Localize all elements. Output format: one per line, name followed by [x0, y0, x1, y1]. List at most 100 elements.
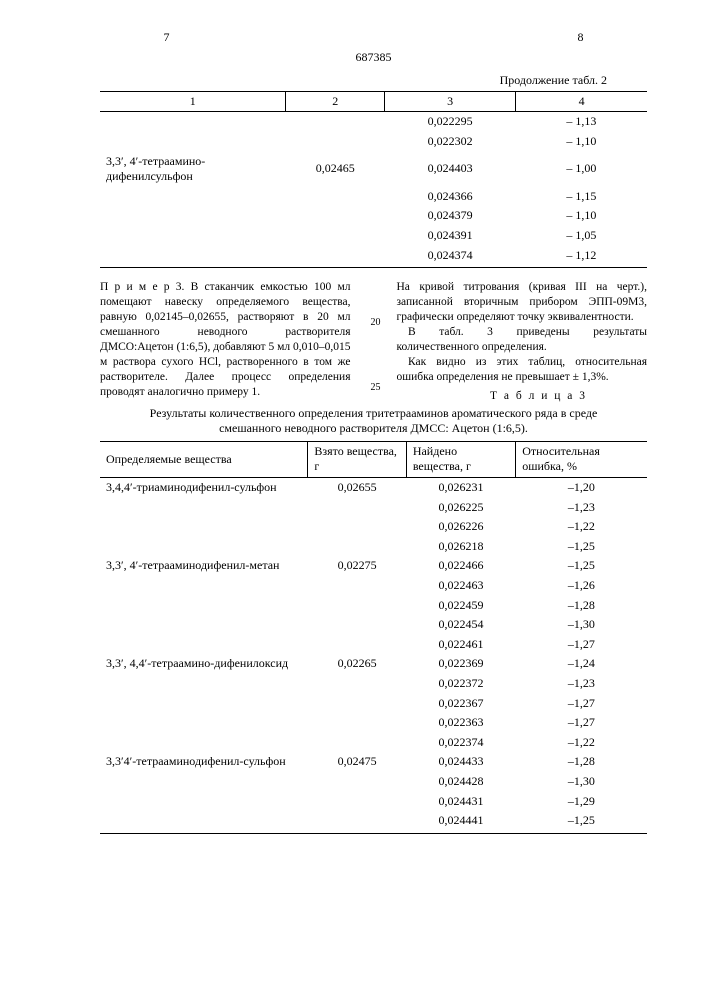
table-cell [100, 246, 286, 268]
table3-h3: Найдено вещества, г [406, 441, 515, 477]
table-cell: 0,024374 [384, 246, 515, 268]
table-row: 0,024428–1,30 [100, 772, 647, 792]
example-3-text: П р и м е р 3. В стаканчик емкостью 100 … [100, 281, 351, 398]
table-cell: 0,02275 [308, 556, 406, 576]
table-cell [308, 596, 406, 616]
line-25: 25 [371, 381, 377, 394]
table-cell [286, 206, 384, 226]
table-row: 0,022295– 1,13 [100, 112, 647, 132]
table-cell: –1,30 [516, 772, 647, 792]
table-cell: 0,022369 [406, 654, 515, 674]
table-row: 0,024441–1,25 [100, 811, 647, 833]
table-cell: 0,024391 [384, 226, 515, 246]
table-cell: 0,022461 [406, 635, 515, 655]
table2-h3: 3 [384, 91, 515, 112]
table-cell [100, 498, 308, 518]
table-row: 0,022459–1,28 [100, 596, 647, 616]
right-column: На кривой титрования (кривая III на черт… [397, 280, 648, 404]
table3-h1: Определяемые вещества [100, 441, 308, 477]
table-cell: 0,02465 [286, 152, 384, 187]
table-cell [100, 792, 308, 812]
table-cell [308, 772, 406, 792]
table-row: 3,3′4′-тетрааминодифенил-сульфон0,024750… [100, 752, 647, 772]
page-numbers: 7 8 [164, 30, 584, 46]
table-row: 0,026218–1,25 [100, 537, 647, 557]
table-cell [308, 713, 406, 733]
table-row: 0,024366– 1,15 [100, 187, 647, 207]
table-cell: – 1,15 [516, 187, 647, 207]
table-cell [100, 226, 286, 246]
table-cell: –1,25 [516, 537, 647, 557]
table-cell [308, 517, 406, 537]
table-cell: 0,022374 [406, 733, 515, 753]
table-cell: 0,022463 [406, 576, 515, 596]
table-cell: – 1,05 [516, 226, 647, 246]
right-p2: В табл. 3 приведены результаты количеств… [397, 326, 648, 353]
line-20: 20 [371, 316, 377, 329]
table-cell: 0,02655 [308, 478, 406, 498]
line-numbers: 20 25 [367, 280, 381, 404]
table3-header-row: Определяемые вещества Взято вещества, г … [100, 441, 647, 477]
table-cell [100, 713, 308, 733]
table-cell: – 1,12 [516, 246, 647, 268]
table-cell: 3,4,4′-триаминодифенил-сульфон [100, 478, 308, 498]
table-row: 0,026226–1,22 [100, 517, 647, 537]
table-cell: 0,02475 [308, 752, 406, 772]
table-row: 0,024379– 1,10 [100, 206, 647, 226]
table-cell: 0,024403 [384, 152, 515, 187]
table-cell [100, 811, 308, 833]
table-cell: –1,30 [516, 615, 647, 635]
table-cell: –1,26 [516, 576, 647, 596]
right-p3: Как видно из этих таблиц, относительная … [397, 356, 648, 383]
document-number: 687385 [100, 50, 647, 66]
table-cell [308, 498, 406, 518]
table-cell: 0,026226 [406, 517, 515, 537]
table-cell [100, 615, 308, 635]
table3-caption: Результаты количественного определения т… [120, 406, 627, 437]
table-cell: –1,23 [516, 674, 647, 694]
table-cell: 0,024441 [406, 811, 515, 833]
table-cell: –1,22 [516, 517, 647, 537]
table-cell: 0,024428 [406, 772, 515, 792]
table-cell [100, 733, 308, 753]
table-cell: –1,27 [516, 694, 647, 714]
table-cell [100, 187, 286, 207]
table-row: 0,022454–1,30 [100, 615, 647, 635]
table-cell [308, 811, 406, 833]
table-row: 0,022461–1,27 [100, 635, 647, 655]
table-cell: 3,3′, 4′-тетрааминодифенил-метан [100, 556, 308, 576]
table-cell: –1,28 [516, 596, 647, 616]
table-cell: – 1,00 [516, 152, 647, 187]
table2-h2: 2 [286, 91, 384, 112]
table-cell: –1,22 [516, 733, 647, 753]
table3-title: Т а б л и ц а 3 [397, 389, 588, 404]
table-cell [308, 674, 406, 694]
left-column: П р и м е р 3. В стаканчик емкостью 100 … [100, 280, 351, 404]
table-cell: 0,024433 [406, 752, 515, 772]
table-row: 0,022367–1,27 [100, 694, 647, 714]
table-cell: 3,3′, 4,4′-тетраамино-дифенилоксид [100, 654, 308, 674]
table3-h4: Относительная ошибка, % [516, 441, 647, 477]
table-cell [100, 112, 286, 132]
table-cell: 0,022363 [406, 713, 515, 733]
table-cell: 0,026231 [406, 478, 515, 498]
table-cell: 0,022454 [406, 615, 515, 635]
table-cell [100, 674, 308, 694]
table-row: 0,024391– 1,05 [100, 226, 647, 246]
table-cell: –1,24 [516, 654, 647, 674]
table-cell: 0,022295 [384, 112, 515, 132]
table-row: 0,024374– 1,12 [100, 246, 647, 268]
table3-h2: Взято вещества, г [308, 441, 406, 477]
table-cell: –1,25 [516, 556, 647, 576]
table-cell [286, 226, 384, 246]
table-cell [308, 694, 406, 714]
table-row: 0,022363–1,27 [100, 713, 647, 733]
table-cell: 0,024379 [384, 206, 515, 226]
table-cell: –1,25 [516, 811, 647, 833]
table-cell [100, 206, 286, 226]
table-cell [100, 596, 308, 616]
table-3: Определяемые вещества Взято вещества, г … [100, 441, 647, 834]
table-cell: 0,02265 [308, 654, 406, 674]
table-cell: –1,23 [516, 498, 647, 518]
table-row: 3,3′, 4′-тетраамино-дифенилсульфон0,0246… [100, 152, 647, 187]
